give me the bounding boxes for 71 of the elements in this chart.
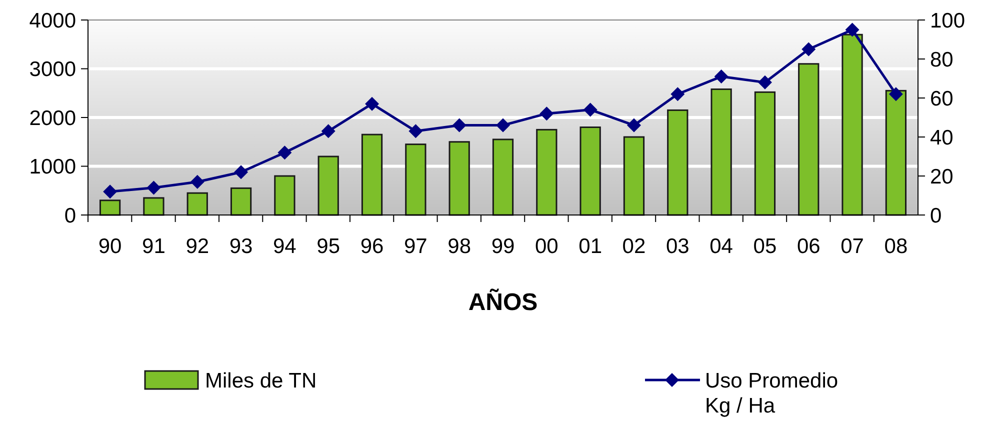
y2-tick-label: 80 (930, 48, 954, 72)
bar (842, 34, 863, 216)
bar (667, 109, 688, 216)
y-tick-label: 1000 (29, 156, 76, 179)
y2-tick-label: 40 (930, 126, 954, 150)
point (845, 22, 860, 37)
y2-tick-label: 20 (930, 165, 954, 188)
x-tick-label: 97 (404, 235, 428, 258)
bar (405, 144, 426, 216)
bar (99, 200, 121, 216)
point (190, 174, 204, 189)
x-tick-label: 05 (753, 235, 777, 258)
bar (318, 156, 339, 216)
x-tick-label: 94 (273, 235, 297, 258)
y-tick-label: 4000 (29, 9, 76, 32)
x-tick-label: 90 (98, 235, 122, 258)
x-tick-label: 96 (360, 235, 384, 258)
bar (361, 134, 383, 216)
bar (885, 90, 907, 216)
point (365, 96, 380, 111)
legend-label: Uso Promedio Kg / Ha (705, 369, 838, 418)
bar (623, 136, 645, 216)
x-tick-label: 99 (491, 235, 515, 258)
point (103, 184, 118, 199)
y-tick-label: 2000 (29, 106, 76, 130)
legend-label: Miles de TN (205, 369, 317, 392)
bar (798, 63, 820, 216)
bar (186, 192, 208, 216)
point (146, 180, 161, 195)
x-tick-label: 08 (884, 235, 908, 258)
y2-tick-label: 100 (930, 9, 966, 32)
point (670, 87, 685, 102)
bar (754, 91, 776, 216)
point (496, 118, 510, 132)
x-tick-label: 91 (142, 235, 166, 258)
point (540, 106, 554, 121)
point (583, 102, 598, 117)
x-tick-label: 98 (448, 235, 472, 258)
x-tick-label: 04 (710, 235, 734, 258)
point (408, 124, 423, 138)
point (234, 165, 248, 180)
y2-tick-label: 60 (930, 87, 954, 110)
bar (536, 128, 558, 216)
x-tick-label: 03 (666, 235, 690, 258)
x-tick-label: 00 (534, 235, 558, 258)
point (758, 75, 772, 90)
point (888, 87, 903, 102)
bar (143, 197, 164, 216)
bar (580, 126, 601, 216)
point (321, 124, 336, 138)
point (714, 70, 728, 84)
x-tick-label: 95 (316, 235, 340, 258)
x-tick-label: 93 (229, 235, 253, 258)
x-tick-label: 02 (622, 235, 646, 258)
point (802, 42, 816, 56)
bar (710, 88, 732, 216)
bar (274, 175, 296, 216)
point (626, 118, 641, 132)
x-tick-label: 07 (840, 235, 864, 258)
x-tick-label: 01 (578, 235, 602, 258)
x-tick-label: 06 (796, 235, 820, 258)
y2-tick-label: 0 (930, 204, 942, 228)
x-tick-label: 92 (186, 235, 210, 258)
point (452, 118, 466, 132)
x-axis-title: AÑOS (468, 288, 538, 316)
bar (492, 138, 514, 216)
bar (448, 141, 470, 216)
y-tick-label: 3000 (29, 58, 76, 82)
bar (230, 187, 252, 216)
y-tick-label: 0 (64, 204, 76, 228)
point (278, 146, 292, 160)
